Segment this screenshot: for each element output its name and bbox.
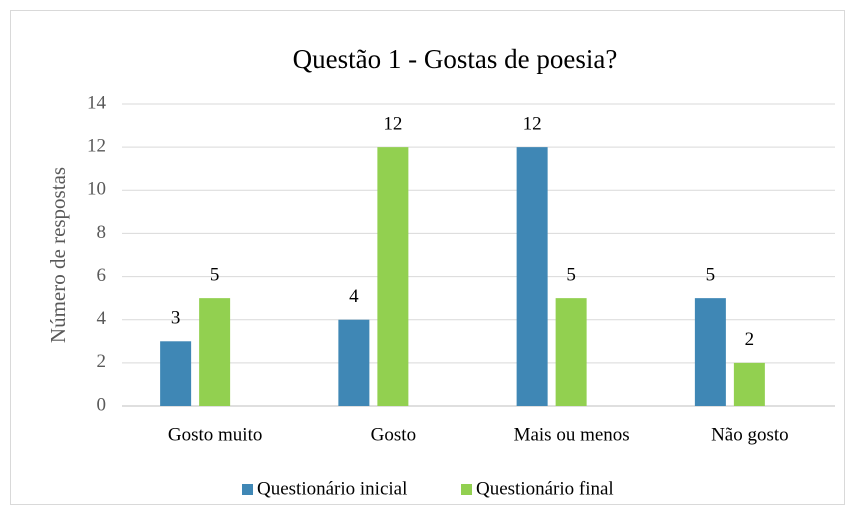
bar [199,298,231,406]
bar [694,298,726,406]
y-tick-label: 8 [97,222,107,243]
data-label: 12 [383,114,402,135]
bar [338,319,370,406]
y-tick-label: 10 [87,179,106,200]
bar [733,362,765,406]
x-tick-label: Mais ou menos [514,424,630,445]
bar [377,147,409,406]
legend-label: Questionário inicial [257,478,407,499]
data-label: 5 [210,265,220,286]
y-tick-label: 6 [97,265,107,286]
chart-border [10,10,845,505]
bar [160,341,192,406]
bar [516,147,548,406]
y-tick-label: 12 [87,136,106,157]
y-axis-label: Número de respostas [46,167,70,343]
data-label: 3 [171,308,181,329]
legend-swatch [242,484,253,495]
legend-label: Questionário final [476,478,614,499]
x-tick-label: Não gosto [711,424,789,445]
y-tick-label: 0 [97,394,107,415]
data-label: 5 [706,265,716,286]
y-tick-label: 14 [87,92,107,113]
bar [555,298,587,406]
x-tick-label: Gosto [371,424,416,445]
legend-swatch [461,484,472,495]
data-label: 2 [745,329,755,350]
y-tick-label: 2 [97,351,107,372]
data-label: 5 [566,265,576,286]
data-label: 4 [349,286,359,307]
x-tick-label: Gosto muito [168,424,262,445]
chart-title: Questão 1 - Gostas de poesia? [293,44,618,74]
data-label: 12 [523,114,542,135]
y-tick-label: 4 [97,308,107,329]
